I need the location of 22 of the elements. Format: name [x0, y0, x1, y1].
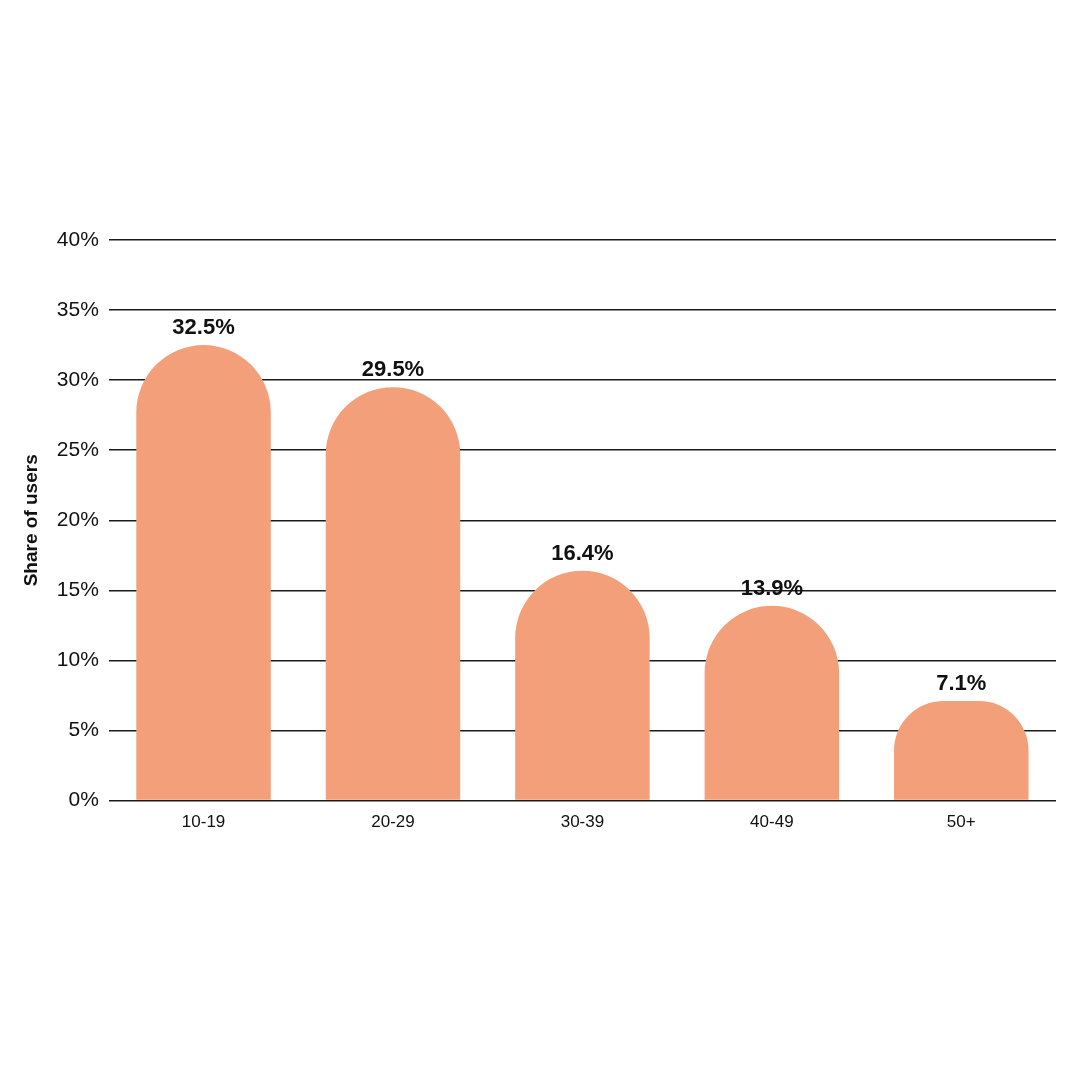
bar	[136, 345, 271, 800]
x-tick-label: 10-19	[181, 812, 226, 832]
data-label: 29.5%	[361, 356, 425, 382]
y-axis-title: Share of users	[19, 454, 41, 587]
data-label: 7.1%	[936, 670, 987, 696]
data-label: 32.5%	[172, 314, 235, 340]
y-tick-label: 5%	[68, 717, 99, 741]
bar	[325, 387, 461, 800]
y-tick-label: 25%	[56, 437, 99, 461]
x-tick-label: 30-39	[560, 812, 605, 832]
x-tick-label: 20-29	[371, 812, 415, 832]
data-label: 16.4%	[551, 539, 614, 565]
x-tick-label: 50+	[946, 812, 976, 832]
y-tick-label: 30%	[56, 366, 99, 390]
y-tick-label: 15%	[56, 577, 99, 601]
y-tick-label: 35%	[56, 296, 99, 320]
bar	[515, 570, 650, 800]
y-tick-label: 0%	[68, 787, 99, 811]
y-tick-label: 10%	[56, 647, 99, 671]
x-tick-label: 40-49	[750, 812, 794, 832]
y-tick-label: 40%	[56, 226, 99, 250]
y-tick-label: 20%	[56, 507, 99, 531]
